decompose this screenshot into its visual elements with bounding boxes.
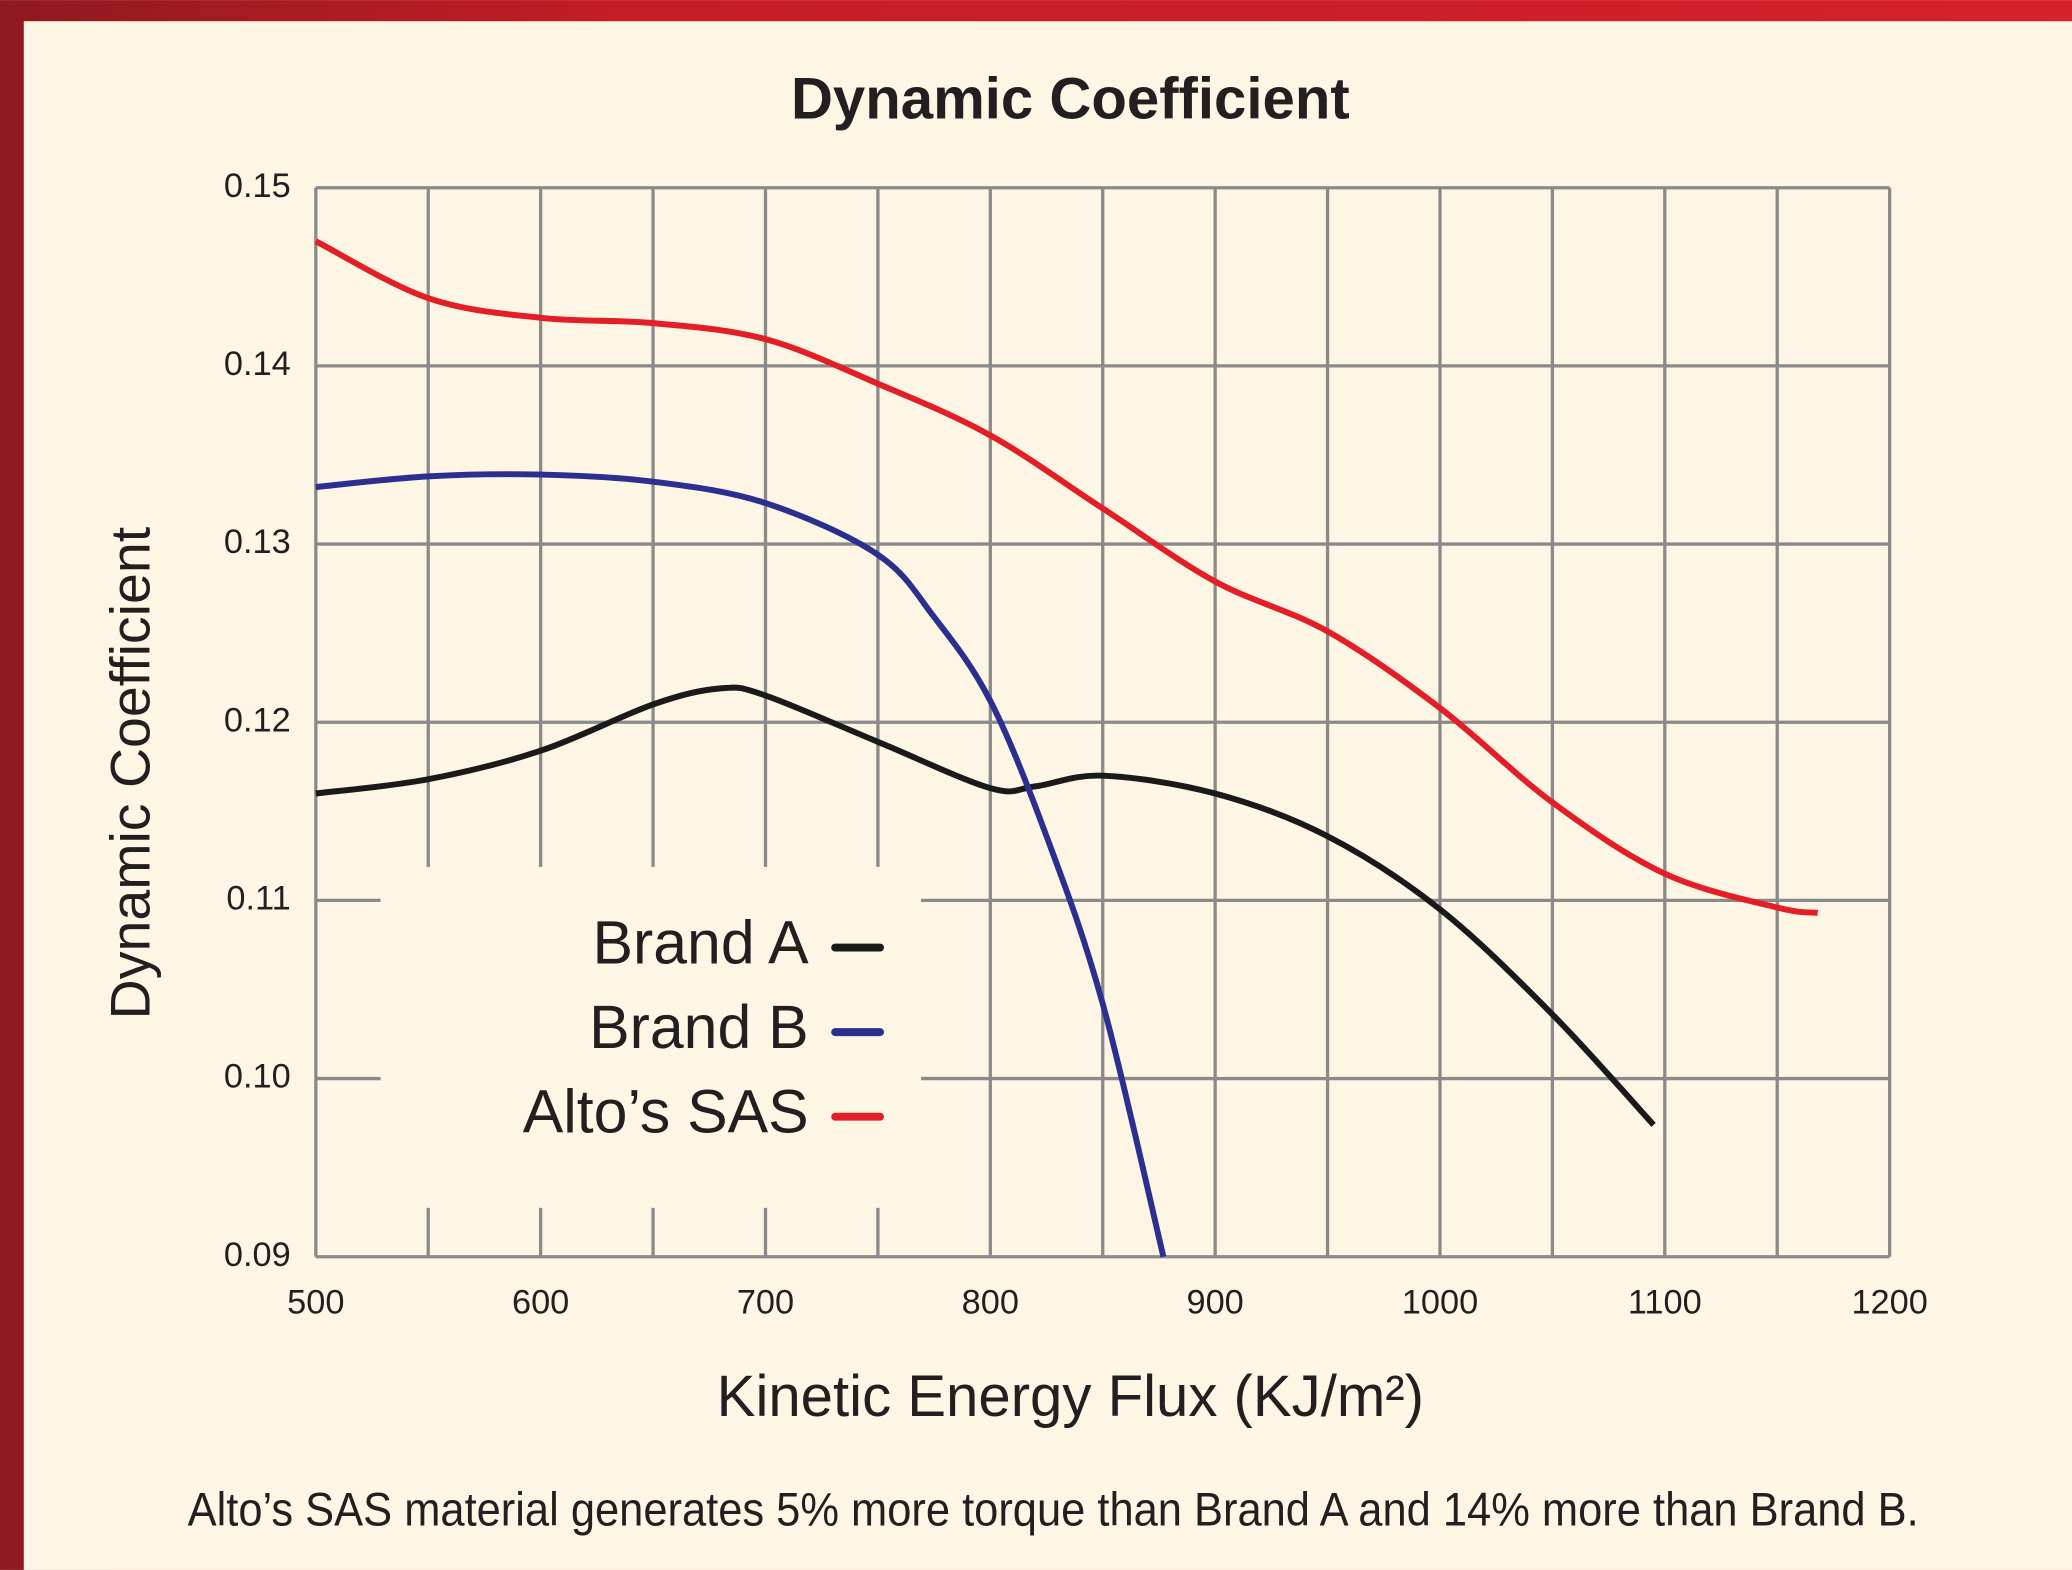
x-tick-label: 1100	[1628, 1283, 1702, 1321]
x-tick-label: 1200	[1851, 1283, 1927, 1321]
x-tick-label: 900	[1186, 1283, 1243, 1321]
caption: Alto’s SAS material generates 5% more to…	[188, 1484, 1919, 1537]
y-tick-label: 0.10	[224, 1058, 291, 1096]
chart-title: Dynamic Coefficient	[791, 67, 1350, 132]
x-axis-title: Kinetic Energy Flux (KJ/m²)	[717, 1364, 1424, 1429]
y-tick-label: 0.12	[224, 701, 291, 739]
series-line	[315, 471, 1167, 1258]
y-tick-label: 0.13	[224, 523, 291, 561]
y-tick-label: 0.15	[224, 167, 291, 205]
y-tick-label: 0.14	[224, 345, 291, 383]
x-tick-label: 500	[287, 1283, 344, 1321]
legend-label: Brand A	[592, 909, 809, 977]
y-tick-label: 0.11	[226, 879, 290, 917]
series-line	[315, 684, 1656, 1127]
background	[23, 21, 2072, 1570]
legend-label: Alto’s SAS	[523, 1078, 809, 1146]
x-tick-label: 1000	[1402, 1283, 1478, 1321]
legend-background	[380, 866, 922, 1208]
plot-area	[314, 238, 1819, 1258]
y-tick-label: 0.09	[224, 1236, 291, 1274]
x-tick-label: 800	[962, 1283, 1019, 1321]
x-tick-label: 700	[737, 1283, 794, 1321]
x-tick-label: 600	[512, 1283, 569, 1321]
legend-box	[380, 866, 922, 1208]
y-axis-title: Dynamic Coefficient	[99, 526, 161, 1019]
legend-label: Brand B	[589, 993, 809, 1061]
series-line	[314, 238, 1819, 916]
legend: Brand A Brand B Alto’s SAS	[523, 909, 885, 1146]
